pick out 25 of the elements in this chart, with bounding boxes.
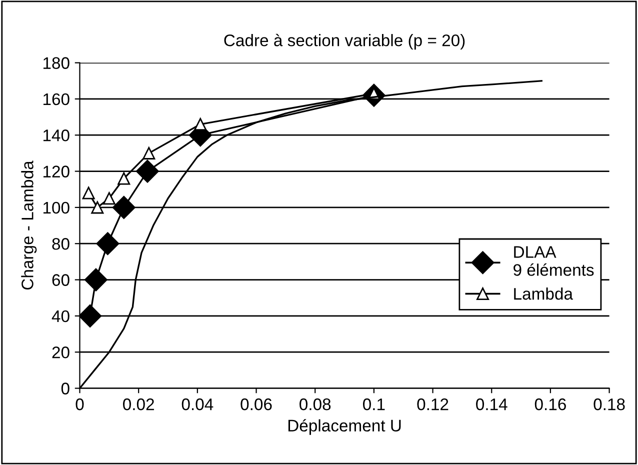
y-tick-label: 20 bbox=[52, 346, 70, 358]
x-tick-label: 0.12 bbox=[417, 398, 448, 410]
x-tick-label: 0.02 bbox=[123, 398, 154, 410]
x-tick-label: 0.18 bbox=[594, 398, 625, 410]
x-tick-label: 0.14 bbox=[476, 398, 508, 410]
chart-title: Cadre à section variable (p = 20) bbox=[224, 34, 465, 50]
x-axis-title: Déplacement U bbox=[288, 419, 401, 435]
y-tick-label: 120 bbox=[43, 166, 70, 178]
y-tick-label: 0 bbox=[61, 382, 70, 394]
y-tick-label: 160 bbox=[43, 93, 70, 106]
x-tick-label: 0.06 bbox=[240, 398, 272, 410]
y-tick-label: 180 bbox=[43, 57, 70, 69]
y-tick-label: 80 bbox=[52, 238, 70, 250]
x-tick-label: 0.1 bbox=[363, 398, 385, 410]
y-tick-label: 140 bbox=[43, 130, 70, 142]
x-tick-label: 0.04 bbox=[182, 398, 214, 410]
y-tick-label: 60 bbox=[52, 274, 70, 286]
y-tick-label: 100 bbox=[43, 202, 70, 214]
x-tick-label: 0.16 bbox=[534, 398, 566, 410]
x-tick-label: 0 bbox=[76, 398, 84, 410]
legend-label: DLAA 9 éléments bbox=[514, 246, 594, 276]
y-axis-title: Charge - Lambda bbox=[21, 160, 37, 290]
legend-label: Lambda bbox=[514, 287, 573, 300]
x-tick-label: 0.08 bbox=[300, 398, 331, 410]
y-tick-label: 40 bbox=[52, 310, 70, 322]
